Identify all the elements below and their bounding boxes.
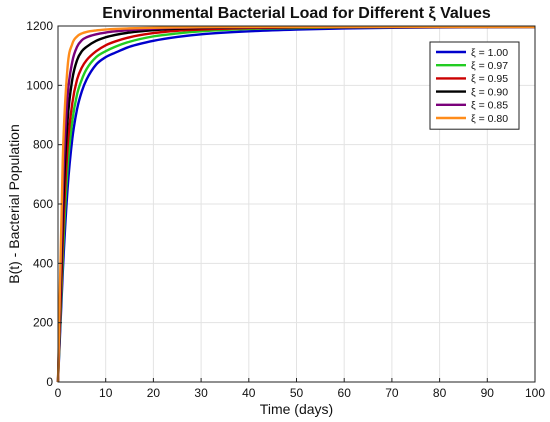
x-tick-label: 50 xyxy=(290,386,304,400)
x-tick-label: 90 xyxy=(481,386,495,400)
x-tick-label: 0 xyxy=(55,386,62,400)
y-tick-label: 200 xyxy=(33,316,53,330)
x-axis-label: Time (days) xyxy=(260,401,333,417)
y-axis-label: B(t) - Bacterial Population xyxy=(6,124,22,284)
x-tick-label: 70 xyxy=(385,386,399,400)
y-tick-label: 1200 xyxy=(26,19,53,33)
x-tick-label: 40 xyxy=(242,386,256,400)
y-tick-label: 600 xyxy=(33,197,53,211)
x-tick-label: 30 xyxy=(194,386,208,400)
legend: ξ = 1.00ξ = 0.97ξ = 0.95ξ = 0.90 ξ = 0.85… xyxy=(429,41,520,130)
legend-label-1: ξ = 1.00 xyxy=(471,47,508,59)
x-tick-label: 100 xyxy=(525,386,545,400)
x-tick-label: 80 xyxy=(433,386,447,400)
legend-label-5: ξ = 0.85 xyxy=(471,100,508,112)
x-tick-label: 20 xyxy=(147,386,161,400)
legend-box xyxy=(429,41,520,130)
y-tick-label: 1000 xyxy=(26,78,53,92)
series-line-6 xyxy=(56,25,536,383)
legend-label-4: ξ = 0.90 xyxy=(471,86,508,98)
x-tick-label: 60 xyxy=(338,386,352,400)
y-tick-label: 400 xyxy=(33,256,53,270)
y-tick-label: 800 xyxy=(33,138,53,152)
y-tick-label: 0 xyxy=(46,375,53,389)
legend-label-2: ξ = 0.97 xyxy=(471,60,508,72)
x-tick-label: 10 xyxy=(99,386,113,400)
y-axis-ticks: 0 200 400 600 800 1000 1200 xyxy=(26,19,62,389)
legend-label-3: ξ = 0.95 xyxy=(471,73,508,85)
series-layer xyxy=(56,25,536,383)
chart-title: Environmental Bacterial Load for Differe… xyxy=(102,5,491,22)
x-axis-ticks: 0 10 20 30 40 50 60 70 80 90 100 xyxy=(55,378,545,400)
legend-label-6: ξ = 0.80 xyxy=(471,113,508,125)
